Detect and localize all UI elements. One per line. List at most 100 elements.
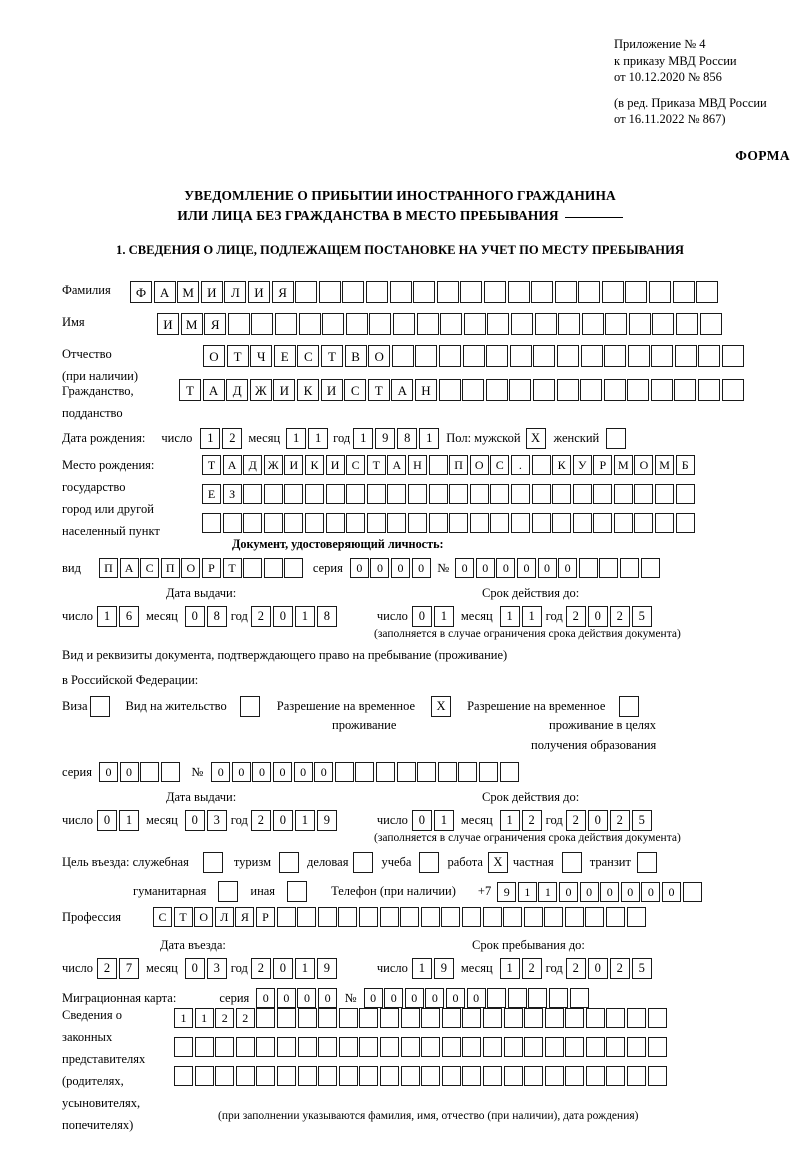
- representatives-field-row-2[interactable]: [174, 1037, 668, 1057]
- char-cell[interactable]: 0: [184, 810, 205, 831]
- char-cell[interactable]: 6: [119, 606, 140, 627]
- char-cell[interactable]: 0: [391, 558, 411, 578]
- char-cell[interactable]: 1: [499, 606, 520, 627]
- char-cell[interactable]: [276, 1037, 296, 1057]
- char-cell[interactable]: Н: [407, 455, 427, 475]
- char-cell[interactable]: [469, 513, 489, 533]
- char-cell[interactable]: 0: [184, 958, 205, 979]
- char-cell[interactable]: [478, 762, 498, 782]
- char-cell[interactable]: Ф: [130, 281, 152, 303]
- char-cell[interactable]: Р: [201, 558, 221, 578]
- char-cell[interactable]: 9: [433, 958, 454, 979]
- char-cell[interactable]: И: [284, 455, 304, 475]
- char-cell[interactable]: 2: [565, 606, 586, 627]
- char-cell[interactable]: [428, 513, 448, 533]
- char-cell[interactable]: [593, 484, 613, 504]
- char-cell[interactable]: [338, 1066, 358, 1086]
- char-cell[interactable]: [304, 513, 324, 533]
- char-cell[interactable]: [256, 1066, 276, 1086]
- char-cell[interactable]: [365, 281, 388, 303]
- char-cell[interactable]: З: [222, 484, 242, 504]
- char-cell[interactable]: [482, 1008, 502, 1028]
- char-cell[interactable]: 1: [97, 606, 118, 627]
- char-cell[interactable]: 9: [375, 428, 396, 449]
- char-cell[interactable]: [627, 379, 650, 401]
- char-cell[interactable]: А: [119, 558, 139, 578]
- char-cell[interactable]: [634, 513, 654, 533]
- char-cell[interactable]: [672, 281, 695, 303]
- char-cell[interactable]: Р: [255, 907, 275, 927]
- char-cell[interactable]: 0: [496, 558, 516, 578]
- char-cell[interactable]: [599, 558, 619, 578]
- char-cell[interactable]: 0: [558, 558, 578, 578]
- char-cell[interactable]: А: [391, 379, 414, 401]
- char-cell[interactable]: Р: [593, 455, 613, 475]
- char-cell[interactable]: [552, 484, 572, 504]
- char-cell[interactable]: [564, 907, 584, 927]
- char-cell[interactable]: [379, 1037, 399, 1057]
- char-cell[interactable]: 0: [466, 988, 486, 1008]
- visa-checkbox[interactable]: [89, 696, 110, 717]
- char-cell[interactable]: [507, 281, 530, 303]
- char-cell[interactable]: [369, 313, 392, 335]
- char-cell[interactable]: [585, 1037, 605, 1057]
- char-cell[interactable]: М: [180, 313, 203, 335]
- char-cell[interactable]: [649, 281, 672, 303]
- temp-residence-edu-checkbox[interactable]: [619, 696, 640, 717]
- char-cell[interactable]: [359, 1037, 379, 1057]
- char-cell[interactable]: [441, 1066, 461, 1086]
- char-cell[interactable]: 2: [609, 958, 630, 979]
- char-cell[interactable]: [578, 558, 598, 578]
- char-cell[interactable]: [407, 513, 427, 533]
- char-cell[interactable]: 0: [318, 988, 338, 1008]
- char-cell[interactable]: [627, 1037, 647, 1057]
- char-cell[interactable]: [462, 345, 485, 367]
- char-cell[interactable]: [509, 345, 532, 367]
- char-cell[interactable]: М: [613, 455, 633, 475]
- char-cell[interactable]: И: [157, 313, 179, 335]
- char-cell[interactable]: [174, 1066, 193, 1086]
- char-cell[interactable]: 2: [250, 606, 271, 627]
- char-cell[interactable]: [263, 558, 283, 578]
- char-cell[interactable]: [674, 345, 697, 367]
- char-cell[interactable]: [606, 907, 626, 927]
- char-cell[interactable]: [503, 1037, 523, 1057]
- char-cell[interactable]: 0: [516, 558, 536, 578]
- char-cell[interactable]: [202, 513, 221, 533]
- char-cell[interactable]: [284, 558, 304, 578]
- char-cell[interactable]: 0: [600, 881, 620, 902]
- char-cell[interactable]: [342, 281, 365, 303]
- char-cell[interactable]: [503, 1008, 523, 1028]
- char-cell[interactable]: [366, 513, 386, 533]
- char-cell[interactable]: [428, 455, 448, 475]
- char-cell[interactable]: [449, 484, 469, 504]
- char-cell[interactable]: [400, 1037, 420, 1057]
- char-cell[interactable]: [437, 762, 457, 782]
- char-cell[interactable]: Е: [202, 484, 221, 504]
- char-cell[interactable]: [318, 1066, 338, 1086]
- char-cell[interactable]: [531, 455, 551, 475]
- char-cell[interactable]: Л: [224, 281, 247, 303]
- char-cell[interactable]: 0: [184, 606, 205, 627]
- char-cell[interactable]: 2: [609, 810, 630, 831]
- char-cell[interactable]: [556, 379, 579, 401]
- char-cell[interactable]: О: [194, 907, 214, 927]
- char-cell[interactable]: [441, 1037, 461, 1057]
- char-cell[interactable]: И: [325, 455, 345, 475]
- char-cell[interactable]: [438, 379, 461, 401]
- char-cell[interactable]: 1: [294, 606, 315, 627]
- char-cell[interactable]: 0: [411, 606, 432, 627]
- char-cell[interactable]: 0: [425, 988, 445, 1008]
- char-cell[interactable]: [510, 513, 530, 533]
- char-cell[interactable]: [674, 379, 697, 401]
- char-cell[interactable]: [355, 762, 375, 782]
- char-cell[interactable]: 9: [316, 958, 337, 979]
